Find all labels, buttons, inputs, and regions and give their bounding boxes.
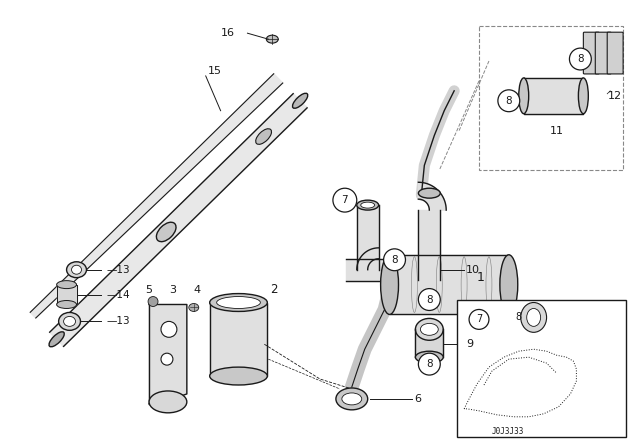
Ellipse shape [72,265,81,274]
Text: 6: 6 [415,394,421,404]
Ellipse shape [149,391,187,413]
Ellipse shape [519,78,529,114]
Text: —13: —13 [106,316,130,327]
Text: 9: 9 [466,339,473,349]
Ellipse shape [381,255,399,314]
Polygon shape [30,74,283,318]
Polygon shape [356,205,379,270]
Ellipse shape [361,202,374,208]
Text: 5: 5 [145,284,152,295]
Ellipse shape [57,301,77,309]
Ellipse shape [57,280,77,289]
Text: —13: —13 [106,265,130,275]
Text: 8: 8 [577,54,584,64]
Text: 4: 4 [193,284,200,295]
Bar [457,300,626,437]
Ellipse shape [521,302,547,332]
Ellipse shape [266,35,278,43]
Circle shape [383,249,406,271]
Text: 7: 7 [476,314,482,324]
Ellipse shape [67,262,86,278]
Polygon shape [419,210,440,280]
Polygon shape [415,329,444,357]
Ellipse shape [500,255,518,314]
Polygon shape [524,78,583,114]
Text: 10: 10 [466,265,480,275]
Polygon shape [50,94,307,346]
Text: 7: 7 [342,195,348,205]
Text: 8: 8 [391,255,398,265]
Ellipse shape [59,312,81,330]
Circle shape [333,188,356,212]
Polygon shape [356,248,379,270]
Circle shape [419,353,440,375]
Ellipse shape [210,293,268,311]
Text: 12: 12 [608,91,622,101]
Text: 8: 8 [426,294,433,305]
Ellipse shape [156,222,176,241]
Ellipse shape [527,309,541,326]
Circle shape [161,353,173,365]
Circle shape [498,90,520,112]
Ellipse shape [356,200,379,210]
Polygon shape [210,302,268,376]
Text: 16: 16 [221,28,235,38]
Circle shape [161,321,177,337]
Ellipse shape [415,319,444,340]
Ellipse shape [579,78,588,114]
Ellipse shape [342,393,362,405]
FancyBboxPatch shape [595,32,611,74]
Text: 1: 1 [477,271,485,284]
Polygon shape [149,305,187,404]
Text: 8: 8 [506,96,512,106]
Text: J0J3J33: J0J3J33 [492,427,524,436]
Ellipse shape [210,367,268,385]
Polygon shape [57,284,77,305]
Ellipse shape [49,332,64,347]
Text: —14: —14 [106,289,130,300]
Polygon shape [346,259,390,280]
Ellipse shape [217,297,260,309]
Bar [479,26,623,170]
Circle shape [570,48,591,70]
FancyBboxPatch shape [583,32,599,74]
Ellipse shape [415,351,444,363]
Ellipse shape [292,93,308,108]
Ellipse shape [63,316,76,326]
Circle shape [148,297,158,306]
Circle shape [419,289,440,310]
Text: 2: 2 [270,283,278,296]
FancyBboxPatch shape [607,32,623,74]
Text: 11: 11 [550,125,564,136]
Ellipse shape [420,323,438,335]
Polygon shape [419,182,446,210]
Ellipse shape [256,129,271,144]
Text: 8: 8 [516,312,522,323]
Ellipse shape [189,303,199,311]
Text: 8: 8 [426,359,433,369]
Text: 15: 15 [208,66,221,76]
Circle shape [469,310,489,329]
Ellipse shape [419,188,440,198]
Polygon shape [390,255,509,314]
Polygon shape [62,107,307,346]
Ellipse shape [336,388,368,410]
Text: 3: 3 [170,284,177,295]
